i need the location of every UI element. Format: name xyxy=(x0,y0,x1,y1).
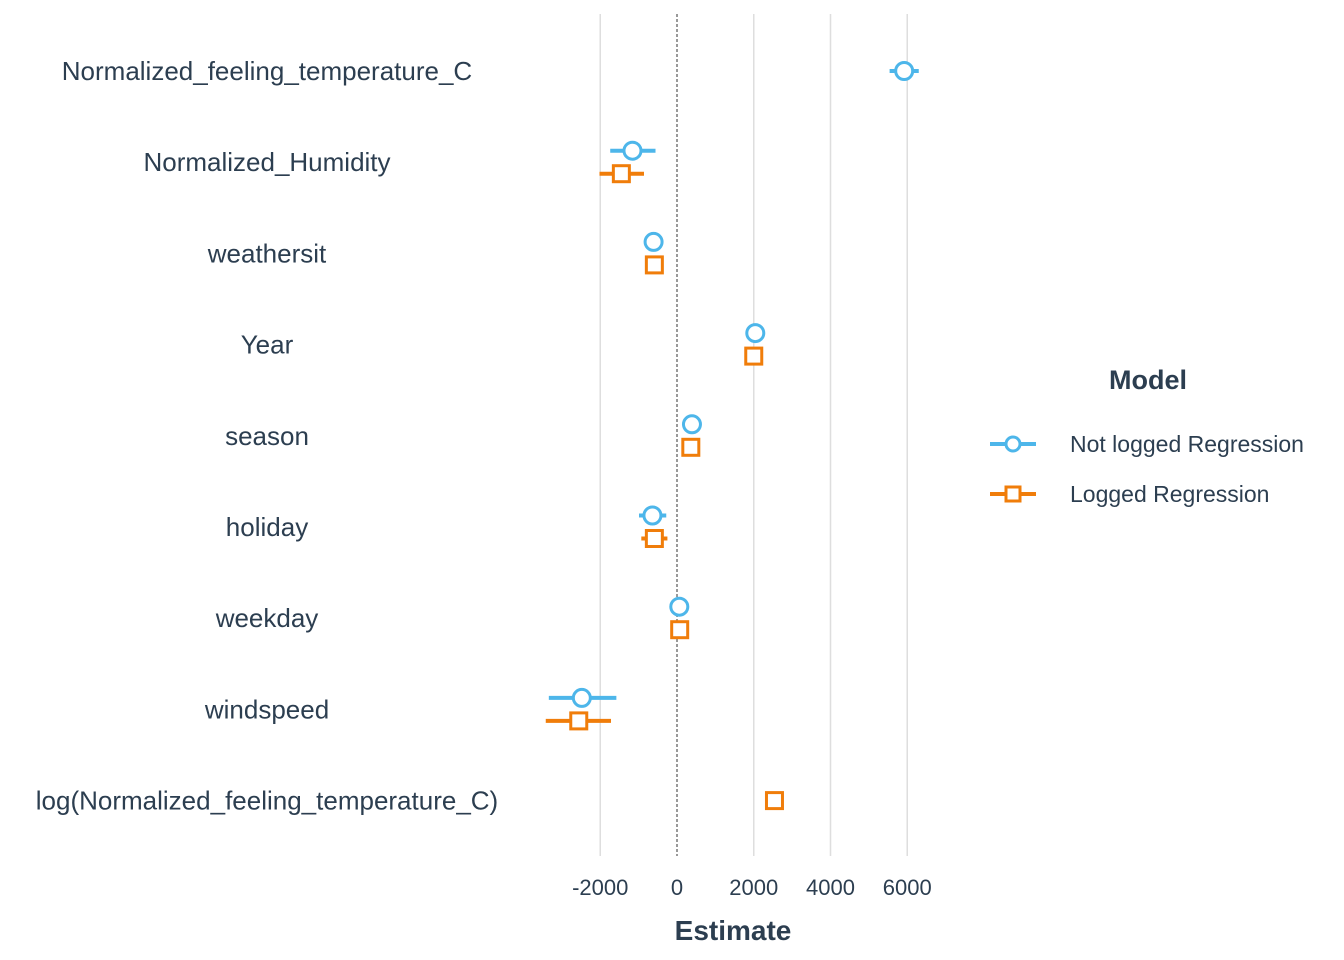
estimate-point xyxy=(669,596,690,617)
estimate-point xyxy=(670,620,690,640)
estimate-point xyxy=(611,164,631,184)
estimate-point xyxy=(643,231,664,252)
x-tick-label: 2000 xyxy=(729,875,778,900)
x-tick-label: -2000 xyxy=(572,875,628,900)
term-label: Normalized_Humidity xyxy=(143,147,390,177)
legend-label: Not logged Regression xyxy=(1070,431,1304,457)
legend-title: Model xyxy=(1109,365,1187,395)
legend-key-square xyxy=(1004,485,1022,503)
term-label: weekday xyxy=(215,603,319,633)
term-label: Year xyxy=(241,330,294,360)
series-not-logged xyxy=(548,61,919,708)
estimate-point xyxy=(764,791,784,811)
term-label: Normalized_feeling_temperature_C xyxy=(62,56,472,86)
term-label: season xyxy=(225,421,309,451)
x-axis-title: Estimate xyxy=(675,915,792,946)
legend-item: Logged Regression xyxy=(990,481,1269,507)
legend: Model Not logged Regression Logged Regres… xyxy=(990,365,1304,507)
estimate-point xyxy=(745,323,766,344)
series-logged xyxy=(545,164,784,811)
term-label: holiday xyxy=(226,512,308,542)
estimate-point xyxy=(644,529,664,548)
gridlines xyxy=(599,14,908,856)
term-label: weathersit xyxy=(207,238,327,268)
estimate-point xyxy=(894,61,915,81)
estimate-point xyxy=(681,437,701,457)
term-label: log(Normalized_feeling_temperature_C) xyxy=(36,786,498,816)
legend-key-circle xyxy=(1004,435,1022,453)
x-tick-label: 4000 xyxy=(806,875,855,900)
x-tick-label: 0 xyxy=(671,875,683,900)
estimate-point xyxy=(571,687,592,708)
x-tick-label: 6000 xyxy=(883,875,932,900)
estimate-point xyxy=(681,414,702,435)
x-tick-labels: -2000 0 2000 4000 6000 xyxy=(572,875,932,900)
legend-item: Not logged Regression xyxy=(990,431,1304,457)
estimate-point xyxy=(622,140,643,161)
estimate-point xyxy=(644,255,664,275)
term-labels: Normalized_feeling_temperature_C Normaliz… xyxy=(36,56,498,816)
estimate-point xyxy=(642,505,663,526)
plot-marks xyxy=(545,61,919,811)
estimate-point xyxy=(744,346,764,366)
estimate-point xyxy=(569,711,589,731)
legend-items: Not logged Regression Logged Regression xyxy=(990,431,1304,507)
term-label: windspeed xyxy=(204,694,329,724)
legend-label: Logged Regression xyxy=(1070,481,1269,507)
